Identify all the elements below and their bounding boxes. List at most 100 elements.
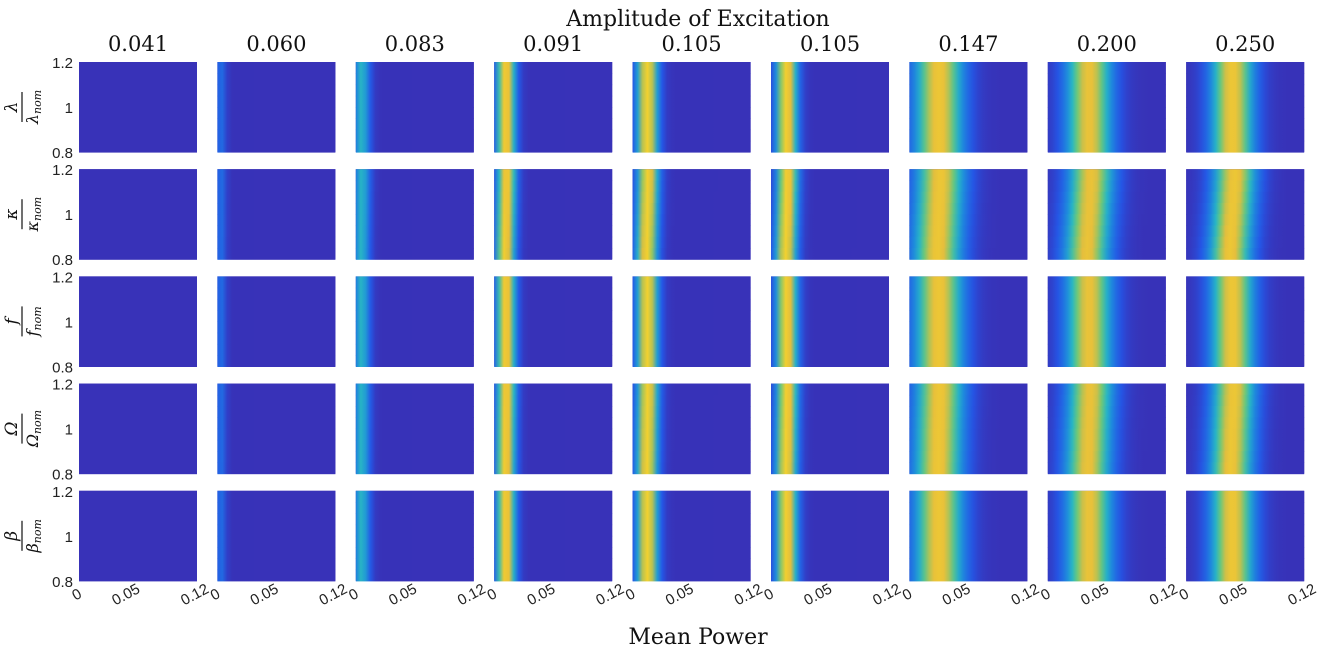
heatmap-band: [494, 513, 613, 526]
heatmap-band: [355, 180, 474, 193]
heatmap-band: [1186, 428, 1305, 441]
heatmap-band: [217, 462, 336, 475]
amplitude-label: 0.105: [662, 32, 722, 56]
heatmap-band: [217, 394, 336, 407]
heatmap-band: [355, 451, 474, 463]
heatmap-band: [494, 95, 613, 108]
heatmap-panel: [1186, 383, 1305, 475]
heatmap-band: [1186, 62, 1305, 74]
heatmap-band: [909, 225, 1028, 238]
heatmap-band: [217, 428, 336, 441]
heatmap-band: [1047, 118, 1166, 131]
heatmap-band: [771, 451, 889, 463]
x-tick-label: 0.12: [732, 580, 766, 609]
heatmap-band: [217, 298, 336, 311]
heatmap-band: [1047, 287, 1166, 300]
heatmap-band: [632, 462, 751, 475]
heatmap-band: [909, 118, 1028, 131]
heatmap-band: [79, 84, 197, 97]
heatmap-band: [1186, 451, 1305, 463]
heatmap-band: [1047, 129, 1166, 142]
amplitude-label: 0.091: [523, 32, 583, 56]
heatmap-band: [217, 439, 336, 452]
heatmap-band: [1047, 524, 1166, 537]
x-tick-label: 0.05: [1078, 580, 1112, 609]
heatmap-band: [217, 118, 336, 131]
heatmap-band: [909, 95, 1028, 108]
heatmap-panel: [1047, 490, 1166, 582]
heatmap-panel: [355, 169, 474, 260]
x-tick-label: 0: [1038, 585, 1053, 604]
y-tick-label: 1: [65, 100, 73, 117]
heatmap-band: [771, 513, 889, 526]
heatmap-band: [909, 287, 1028, 300]
heatmap-band: [771, 118, 889, 131]
x-tick-label: 0: [69, 585, 84, 604]
heatmap-band: [217, 355, 336, 367]
y-tick-label: 0.8: [52, 359, 73, 376]
heatmap-band: [355, 394, 474, 407]
x-tick-label: 0.12: [1285, 580, 1319, 609]
heatmap-band: [632, 513, 751, 526]
heatmap-band: [909, 62, 1028, 74]
heatmap-band: [1186, 276, 1305, 289]
heatmap-band: [1186, 73, 1305, 86]
heatmap-band: [1186, 287, 1305, 300]
heatmap-band: [1047, 428, 1166, 441]
heatmap-band: [632, 129, 751, 142]
heatmap-band: [494, 321, 613, 334]
heatmap-band: [909, 502, 1028, 514]
heatmap-band: [494, 417, 613, 430]
heatmap-band: [632, 355, 751, 367]
heatmap-band: [217, 558, 336, 571]
heatmap-band: [217, 276, 336, 289]
heatmap-band: [355, 107, 474, 119]
heatmap-band: [79, 439, 197, 452]
heatmap-band: [771, 417, 889, 430]
heatmap-band: [494, 462, 613, 475]
heatmap-band: [355, 547, 474, 559]
y-tick-label: 0.8: [52, 574, 73, 591]
heatmap-band: [494, 490, 613, 503]
y-tick-label: 1.2: [52, 269, 73, 286]
heatmap-band: [1047, 321, 1166, 334]
heatmap-band: [632, 140, 751, 153]
heatmap-band: [1186, 406, 1305, 418]
heatmap-band: [632, 287, 751, 300]
heatmap-panel: [79, 169, 197, 260]
heatmap-band: [494, 428, 613, 441]
heatmap-panel: [494, 169, 613, 260]
heatmap-band: [1047, 394, 1166, 407]
heatmap-band: [771, 310, 889, 322]
heatmap-band: [355, 524, 474, 537]
heatmap-panel: [494, 276, 613, 367]
heatmap-band: [1047, 417, 1166, 430]
heatmap-band: [771, 62, 889, 74]
heatmap-band: [909, 451, 1028, 463]
heatmap-band: [1186, 169, 1305, 182]
heatmap-band: [494, 502, 613, 514]
heatmap-band: [1186, 214, 1305, 227]
heatmap-band: [79, 451, 197, 463]
heatmap-band: [79, 214, 197, 227]
heatmap-band: [1186, 247, 1305, 260]
y-tick-label: 1: [65, 207, 73, 224]
x-tick-label: 0.12: [870, 580, 904, 609]
heatmap-band: [355, 62, 474, 74]
heatmap-band: [909, 462, 1028, 475]
heatmap-band: [771, 214, 889, 227]
heatmap-band: [217, 547, 336, 559]
heatmap-band: [1186, 524, 1305, 537]
row-label-denominator: κnom: [23, 197, 44, 233]
heatmap-band: [632, 95, 751, 108]
heatmap-band: [771, 298, 889, 311]
y-tick-label: 1.2: [52, 55, 73, 72]
heatmap-band: [632, 214, 751, 227]
heatmap-band: [79, 321, 197, 334]
heatmap-band: [217, 406, 336, 418]
heatmap-band: [217, 236, 336, 249]
x-tick-label: 0: [1176, 585, 1191, 604]
heatmap-panel: [1047, 62, 1166, 153]
heatmap-band: [1186, 513, 1305, 526]
heatmap-panel: [217, 383, 336, 475]
